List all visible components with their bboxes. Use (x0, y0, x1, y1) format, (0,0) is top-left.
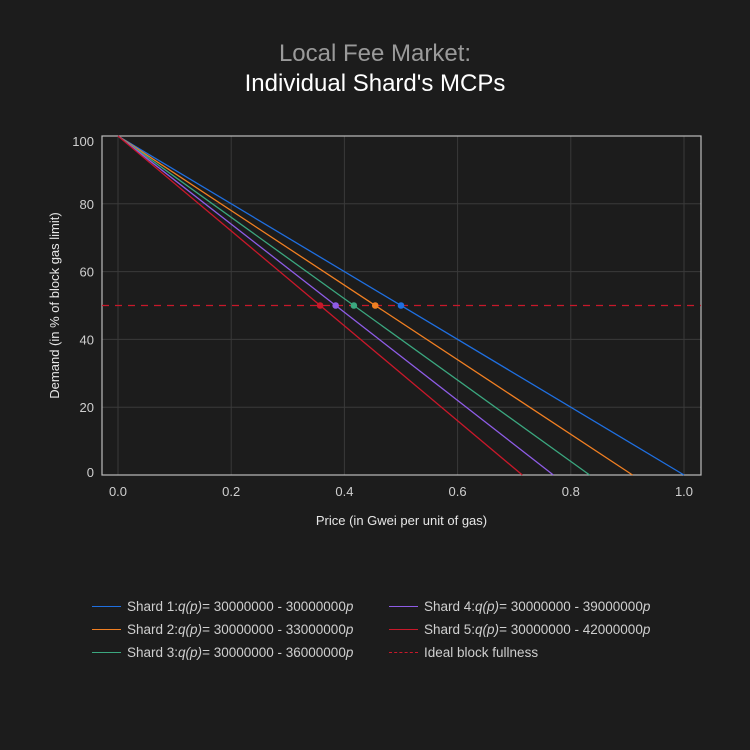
legend-swatch (389, 606, 418, 607)
legend-fn: q(p) (475, 599, 500, 614)
legend-var: p (642, 622, 651, 637)
legend-eq: = 30000000 - 39000000 (499, 599, 643, 614)
legend-swatch (92, 652, 121, 653)
y-tick-label: 0 (87, 465, 94, 480)
mcp-marker (332, 302, 339, 309)
y-axis-label: Demand (in % of block gas limit) (47, 212, 62, 398)
legend-item-shard-2: Shard 2: q(p) = 30000000 - 33000000 p (92, 622, 353, 637)
legend-eq: = 30000000 - 42000000 (499, 622, 643, 637)
legend-var: p (345, 645, 354, 660)
mcp-marker (316, 302, 324, 309)
legend-fn: q(p) (178, 645, 203, 660)
legend-label: Shard 5: (424, 622, 476, 637)
legend-label: Shard 4: (424, 599, 476, 614)
legend-eq: = 30000000 - 30000000 (202, 599, 346, 614)
legend-label: Shard 3: (127, 645, 179, 660)
x-tick-label: 0.2 (222, 484, 240, 499)
legend-label: Shard 2: (127, 622, 179, 637)
legend-var: p (642, 599, 651, 614)
x-axis-label: Price (in Gwei per unit of gas) (316, 513, 487, 528)
legend-item-shard-4: Shard 4: q(p) = 30000000 - 39000000 p (389, 599, 650, 614)
legend-swatch-dashed (389, 652, 418, 653)
mcp-marker (371, 302, 379, 309)
legend-item-shard-3: Shard 3: q(p) = 30000000 - 36000000 p (92, 645, 353, 660)
legend-item-shard-1: Shard 1: q(p) = 30000000 - 30000000 p (92, 599, 353, 614)
x-tick-label: 0.6 (449, 484, 467, 499)
legend-label: Shard 1: (127, 599, 179, 614)
legend-label: Ideal block fullness (424, 645, 539, 660)
legend-eq: = 30000000 - 33000000 (202, 622, 346, 637)
legend-swatch (92, 606, 121, 607)
mcp-marker (350, 302, 358, 309)
x-tick-label: 0.4 (335, 484, 353, 499)
legend-var: p (345, 599, 354, 614)
legend-swatch (92, 629, 121, 630)
y-tick-label: 60 (80, 265, 94, 280)
mcp-marker (397, 302, 405, 309)
legend-fn: q(p) (475, 622, 500, 637)
legend-item-shard-5: Shard 5: q(p) = 30000000 - 42000000 p (389, 622, 650, 637)
y-tick-label: 20 (80, 400, 94, 415)
y-tick-label: 80 (80, 197, 94, 212)
legend-fn: q(p) (178, 599, 203, 614)
legend-eq: = 30000000 - 36000000 (202, 645, 346, 660)
legend-fn: q(p) (178, 622, 203, 637)
y-tick-label: 100 (72, 134, 94, 149)
legend-var: p (345, 622, 354, 637)
legend-item-ideal-fullness: Ideal block fullness (389, 645, 538, 660)
x-tick-label: 1.0 (675, 484, 693, 499)
chart-title-line1: Local Fee Market: (278, 40, 472, 67)
legend-swatch (389, 629, 418, 630)
y-tick-label: 40 (80, 332, 94, 347)
x-tick-label: 0.0 (109, 484, 127, 499)
x-tick-label: 0.8 (562, 484, 580, 499)
chart-title-line2: Individual Shard's MCPs (244, 70, 506, 97)
